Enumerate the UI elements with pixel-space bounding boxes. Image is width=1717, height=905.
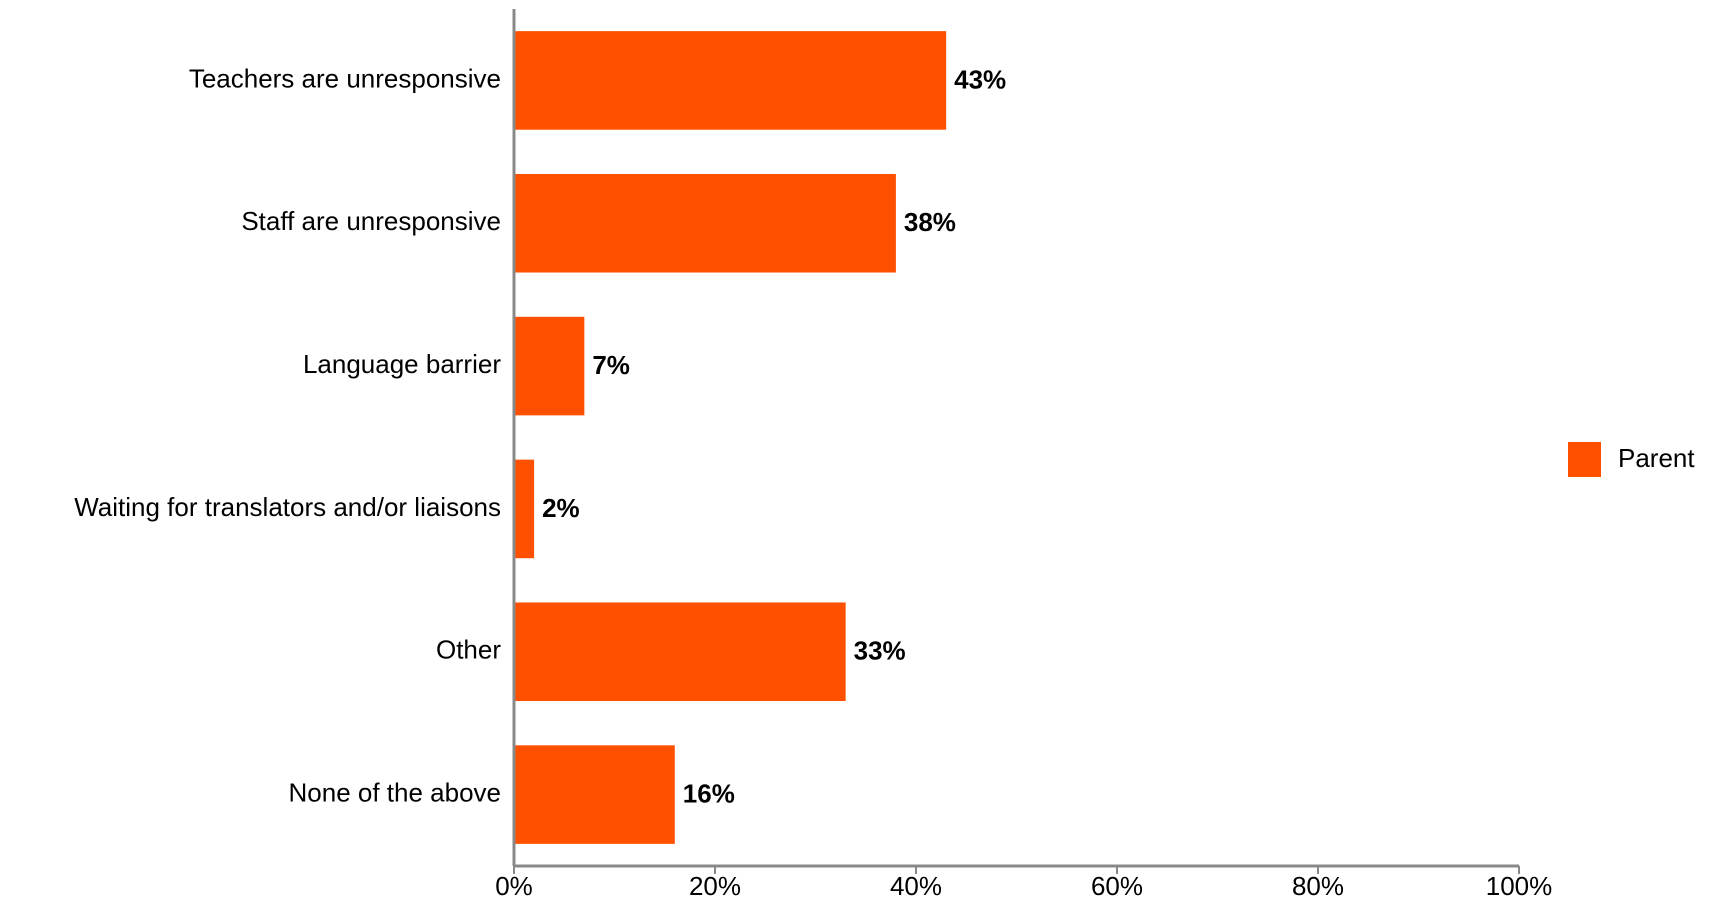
y-tick-label: None of the above bbox=[289, 777, 502, 807]
y-tick-label: Language barrier bbox=[303, 349, 501, 379]
bar bbox=[514, 31, 947, 130]
legend-label: Parent bbox=[1618, 443, 1695, 473]
bar bbox=[514, 745, 675, 844]
x-tick-label: 100% bbox=[1486, 871, 1553, 901]
value-label: 38% bbox=[904, 207, 956, 237]
value-label: 7% bbox=[592, 350, 630, 380]
bar bbox=[514, 459, 535, 559]
value-label: 16% bbox=[683, 778, 735, 808]
value-label: 43% bbox=[954, 64, 1006, 94]
value-label: 2% bbox=[542, 493, 580, 523]
legend-swatch bbox=[1568, 442, 1601, 477]
y-tick-label: Teachers are unresponsive bbox=[189, 63, 501, 93]
bar bbox=[514, 602, 846, 702]
bar bbox=[514, 173, 896, 273]
y-tick-label: Staff are unresponsive bbox=[241, 206, 501, 236]
x-tick-label: 60% bbox=[1091, 871, 1143, 901]
y-tick-label: Other bbox=[436, 635, 501, 665]
x-tick-label: 40% bbox=[890, 871, 942, 901]
x-tick-label: 0% bbox=[495, 871, 533, 901]
x-tick-label: 20% bbox=[689, 871, 741, 901]
y-tick-label: Waiting for translators and/or liaisons bbox=[74, 492, 501, 522]
bar bbox=[514, 316, 585, 416]
value-label: 33% bbox=[854, 636, 906, 666]
x-tick-label: 80% bbox=[1292, 871, 1344, 901]
